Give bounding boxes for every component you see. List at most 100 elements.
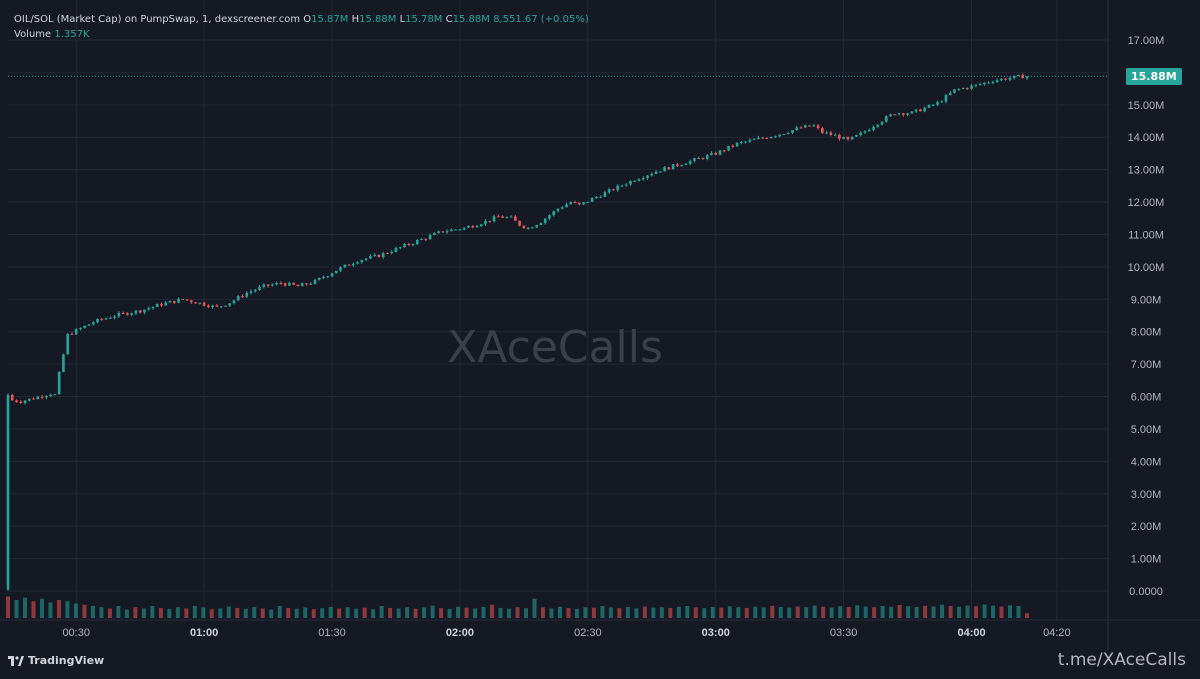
candle-body xyxy=(109,317,112,319)
candle-body xyxy=(684,163,688,166)
open-label: O xyxy=(303,14,312,25)
candle-body xyxy=(211,305,214,308)
volume-bar xyxy=(889,606,894,618)
y-tick-label: 15.00M xyxy=(1128,100,1165,112)
volume-bar xyxy=(65,601,70,618)
volume-bar xyxy=(345,607,350,618)
volume-bar xyxy=(770,605,775,618)
volume-bar xyxy=(405,607,410,618)
candle-body xyxy=(531,227,534,229)
volume-bar xyxy=(642,606,647,618)
candle-body xyxy=(347,264,351,266)
candle-body xyxy=(283,283,287,286)
volume-bar xyxy=(719,607,724,618)
candle-body xyxy=(420,238,423,241)
candle-body xyxy=(296,284,300,287)
candle-body xyxy=(876,124,880,127)
candle-body xyxy=(228,303,232,306)
candle-body xyxy=(305,283,308,285)
candle-body xyxy=(1021,74,1025,79)
candle-body xyxy=(364,258,368,261)
candle-body xyxy=(616,185,619,191)
candle-body xyxy=(914,109,918,112)
candle-body xyxy=(995,80,999,83)
candle-body xyxy=(816,125,820,129)
candle-body xyxy=(744,141,747,143)
volume-bar xyxy=(948,606,953,618)
candle-body xyxy=(552,211,556,216)
candle-body xyxy=(1008,78,1012,80)
candle-body xyxy=(872,126,875,130)
candle-body xyxy=(936,102,939,105)
open-value: 15.87M xyxy=(311,14,349,25)
candle-body xyxy=(722,150,726,152)
volume-label: Volume xyxy=(14,29,52,40)
volume-bar xyxy=(625,606,630,618)
volume-bar xyxy=(804,607,809,618)
volume-bar xyxy=(634,608,639,618)
candle-body xyxy=(479,224,483,227)
candle-body xyxy=(846,136,850,140)
volume-bar xyxy=(286,607,291,618)
volume-bar xyxy=(362,607,367,618)
volume-bar xyxy=(14,600,19,618)
legend-volume-row: Volume 1.357K xyxy=(14,27,589,42)
y-tick-label: 5.00M xyxy=(1131,424,1162,436)
candle-body xyxy=(970,85,973,89)
tradingview-logo[interactable]: TradingView xyxy=(8,654,104,667)
candle-body xyxy=(190,300,193,303)
candle-body xyxy=(867,129,871,132)
x-tick-label: 00:30 xyxy=(62,627,90,639)
watermark: XAceCalls xyxy=(447,322,663,373)
candle-body xyxy=(143,309,146,313)
candle-body xyxy=(884,116,888,122)
candle-body xyxy=(514,216,517,221)
volume-bar xyxy=(923,605,928,618)
y-tick-label: 6.00M xyxy=(1131,392,1162,404)
change-value: 8,551.67 (+0.05%) xyxy=(493,14,589,25)
x-tick-label: 01:00 xyxy=(190,627,218,639)
volume-bar xyxy=(1016,606,1021,618)
candle-body xyxy=(778,134,782,137)
volume-bar xyxy=(549,608,554,618)
volume-bar xyxy=(269,609,274,618)
volume-bar xyxy=(863,606,868,618)
candle-body xyxy=(91,322,95,325)
volume-bar xyxy=(855,605,860,618)
candle-body xyxy=(718,150,722,155)
candle-body xyxy=(313,279,317,284)
candle-body xyxy=(343,264,347,268)
candle-body xyxy=(28,398,31,401)
volume-bar xyxy=(999,606,1004,618)
candle-body xyxy=(6,394,10,590)
candle-body xyxy=(833,134,837,136)
candle-body xyxy=(484,220,487,225)
volume-bar xyxy=(1008,605,1013,618)
candle-body xyxy=(927,104,931,108)
candle-body xyxy=(573,202,577,204)
channel-link[interactable]: t.me/XAceCalls xyxy=(1057,650,1186,670)
candle-body xyxy=(620,185,624,187)
candle-body xyxy=(539,223,543,226)
last-price-label: 15.88M xyxy=(1126,68,1182,86)
candle-body xyxy=(953,89,956,93)
candle-body xyxy=(202,302,206,306)
candle-body xyxy=(961,88,965,90)
candle-body xyxy=(151,306,155,309)
candle-body xyxy=(582,202,585,205)
volume-bar xyxy=(260,608,265,618)
volume-bar xyxy=(473,608,478,618)
candle-body xyxy=(74,329,78,335)
candle-body xyxy=(855,134,858,137)
candle-body xyxy=(671,164,675,170)
candle-body xyxy=(590,197,594,202)
volume-bar xyxy=(651,607,656,618)
candle-body xyxy=(467,226,470,228)
candle-body xyxy=(710,152,713,156)
candle-body xyxy=(309,283,313,285)
volume-bar xyxy=(838,606,843,618)
candle-body xyxy=(991,82,995,84)
volume-bar xyxy=(685,606,690,618)
